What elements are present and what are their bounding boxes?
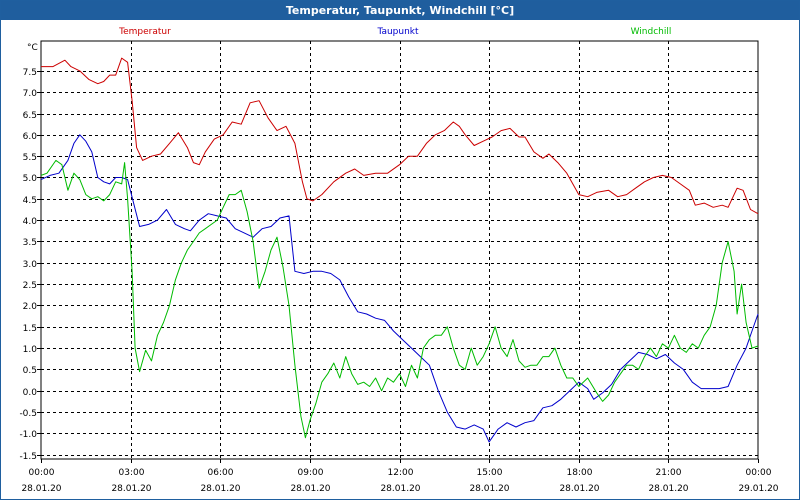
- x-tick-time-label: 09:00: [298, 468, 324, 478]
- y-tick-label: 7.0: [23, 89, 38, 99]
- y-tick-label: -1.0: [19, 430, 37, 440]
- x-tick-time-label: 18:00: [567, 468, 593, 478]
- x-tick-date-label: 28.01.20: [21, 484, 61, 494]
- y-tick-label: -0.5: [19, 409, 37, 419]
- legend: Temperatur Taupunkt Windchill: [118, 27, 671, 37]
- x-tick-time-label: 06:00: [208, 468, 234, 478]
- series-group: [40, 57, 759, 443]
- y-axis-unit-label: °C: [27, 43, 38, 53]
- x-tick-date-label: 28.01.20: [648, 484, 688, 494]
- x-tick-time-label: 00:00: [746, 468, 772, 478]
- x-tick-date-label: 28.01.20: [290, 484, 330, 494]
- x-tick-time-label: 21:00: [656, 468, 682, 478]
- y-tick-label: 2.0: [23, 302, 38, 312]
- y-tick-label: 5.5: [23, 153, 37, 163]
- y-tick-label: 5.0: [23, 174, 38, 184]
- x-axis: 00:00 28.01.20 03:00 28.01.20 06:00 28.01.20 0…: [21, 459, 779, 494]
- y-tick-label: 0.5: [23, 366, 37, 376]
- y-tick-label: 6.0: [23, 132, 38, 142]
- x-tick-time-label: 12:00: [388, 468, 414, 478]
- y-tick-label: 6.5: [23, 111, 37, 121]
- x-tick-time-label: 15:00: [477, 468, 503, 478]
- y-tick-label: 0.0: [23, 388, 38, 398]
- x-tick-date-label: 28.01.20: [469, 484, 509, 494]
- chart-title: Temperatur, Taupunkt, Windchill [°C]: [1, 1, 799, 20]
- x-tick-date-label: 28.01.20: [380, 484, 420, 494]
- y-tick-label: 3.5: [23, 238, 37, 248]
- legend-entry-temperatur: Temperatur: [118, 27, 171, 37]
- chart-canvas: -1.5 -1.0 -0.5 0.0 0.5 1.0 1.5 2.0 2.5 3.0 3.5 4.0 4…: [19, 27, 779, 494]
- y-tick-label: 1.0: [23, 345, 38, 355]
- x-tick-date-label: 29.01.20: [738, 484, 778, 494]
- y-tick-label: 3.0: [23, 260, 38, 270]
- x-tick-date-label: 28.01.20: [111, 484, 151, 494]
- y-tick-label: 4.0: [23, 217, 38, 227]
- x-tick-date-label: 28.01.20: [559, 484, 599, 494]
- y-tick-label: 4.5: [23, 196, 37, 206]
- legend-entry-windchill: Windchill: [631, 27, 672, 37]
- y-tick-label: 1.5: [23, 324, 37, 334]
- series-line-taupunkt: [40, 134, 759, 443]
- grid-lines: [41, 41, 758, 459]
- series-line-temperatur: [41, 57, 759, 215]
- x-tick-time-label: 03:00: [119, 468, 145, 478]
- plot-area: [40, 40, 759, 460]
- series-line-windchill: [40, 159, 759, 439]
- y-axis: -1.5 -1.0 -0.5 0.0 0.5 1.0 1.5 2.0 2.5 3.0 3.5 4.0 4…: [19, 43, 41, 462]
- x-tick-date-label: 28.01.20: [200, 484, 240, 494]
- y-tick-label: 2.5: [23, 281, 37, 291]
- legend-entry-taupunkt: Taupunkt: [376, 27, 419, 37]
- x-tick-time-label: 00:00: [29, 468, 55, 478]
- y-tick-label: 7.5: [23, 68, 37, 78]
- y-tick-label: -1.5: [19, 452, 37, 462]
